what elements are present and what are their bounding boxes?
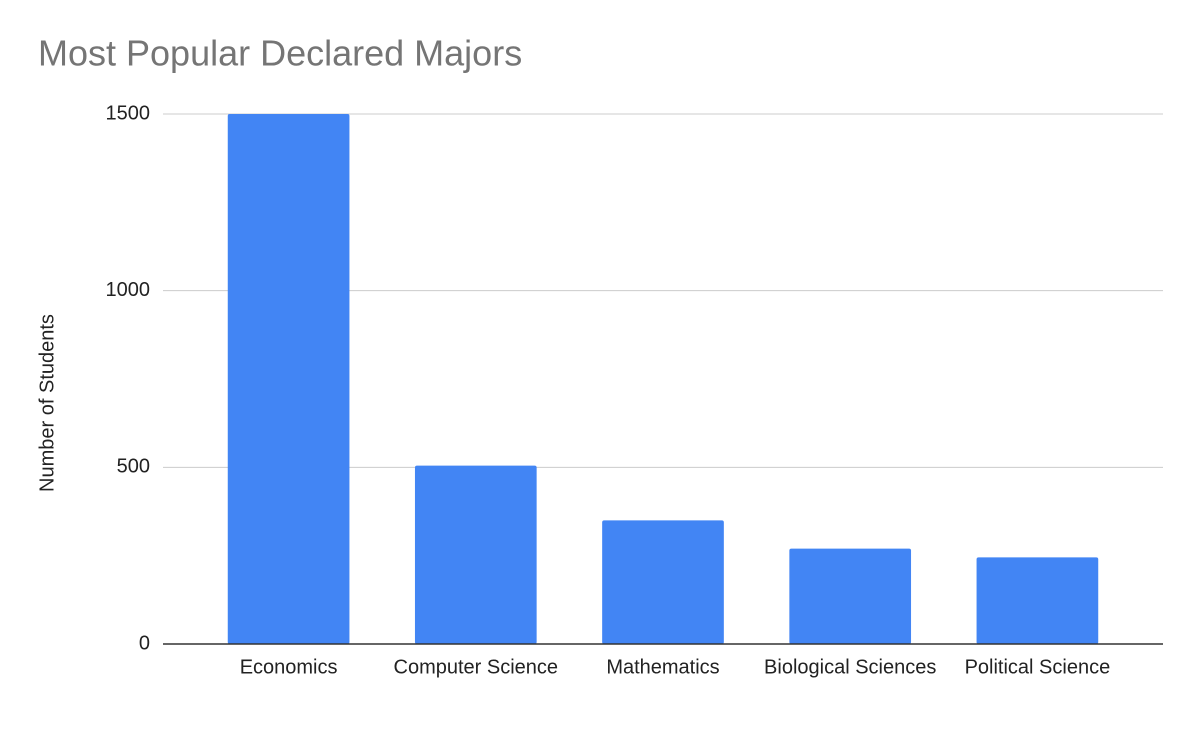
y-tick-label: 1500 bbox=[106, 102, 151, 124]
x-tick-label: Economics bbox=[240, 656, 338, 678]
chart-title: Most Popular Declared Majors bbox=[38, 33, 522, 74]
y-tick-label: 500 bbox=[117, 456, 150, 478]
y-tick-label: 0 bbox=[139, 632, 150, 654]
bar bbox=[976, 557, 1099, 644]
x-tick-label: Biological Sciences bbox=[764, 656, 936, 678]
y-axis-title: Number of Students bbox=[36, 314, 58, 492]
bar bbox=[227, 114, 350, 644]
x-tick-label: Mathematics bbox=[606, 656, 719, 678]
bar bbox=[789, 548, 912, 644]
bar bbox=[602, 520, 724, 644]
y-tick-label: 1000 bbox=[106, 279, 151, 301]
x-tick-label: Computer Science bbox=[394, 656, 559, 678]
bar bbox=[414, 465, 537, 644]
x-tick-label: Political Science bbox=[965, 656, 1111, 678]
